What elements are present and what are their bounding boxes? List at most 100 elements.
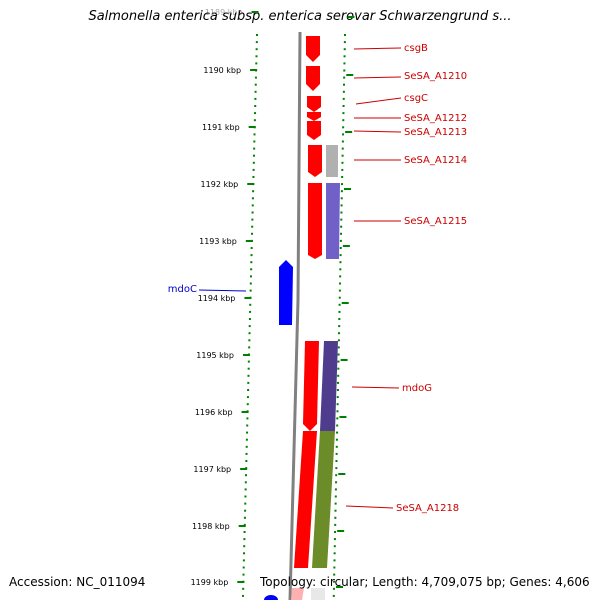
gene-label-line (355, 97, 402, 105)
tick-dot (249, 303, 252, 306)
major-tick (241, 411, 249, 413)
tick-dot (245, 452, 248, 455)
major-tick (240, 468, 248, 470)
gene-arrow-csgb[interactable] (306, 36, 320, 62)
tick-dot (333, 552, 336, 555)
gene-label-sesa-a1212[interactable]: SeSA_A1212 (404, 113, 467, 124)
gene-arrow-sesa-a1214[interactable] (308, 145, 322, 177)
scale-label: 1194 kbp (198, 294, 236, 303)
gene-arrow-sesa-a1218[interactable] (294, 431, 317, 568)
tick-dot (251, 211, 254, 214)
tick-dot (343, 62, 346, 65)
scale-ticks-right (332, 16, 355, 597)
tick-dot (244, 509, 247, 512)
major-tick (248, 126, 256, 128)
tick-dot (338, 303, 341, 306)
gene-label-csgb[interactable]: csgB (404, 43, 428, 54)
gene-label-sesa-a1210[interactable]: SeSA_A1210 (404, 71, 467, 82)
gene-arrow-csgc[interactable] (307, 96, 321, 112)
tick-dot (339, 247, 342, 249)
tick-dot (243, 516, 246, 519)
tick-dot (338, 296, 341, 299)
tick-dot (247, 381, 250, 384)
tick-dot (333, 538, 336, 541)
major-tick (244, 297, 252, 299)
scale-label: 1197 kbp (193, 465, 231, 474)
gene-arrow-sesa-a1215[interactable] (308, 183, 322, 259)
major-tick (336, 586, 344, 588)
gene-label-mdoc[interactable]: mdoC (168, 284, 197, 295)
tick-dot (250, 268, 253, 271)
tick-dot (243, 531, 246, 533)
tick-dot (337, 353, 340, 356)
gene-label-line (353, 76, 402, 79)
tick-dot (332, 594, 335, 597)
cog-bar (326, 183, 340, 259)
tick-dot (342, 119, 345, 122)
tick-dot (248, 318, 251, 320)
tick-dot (252, 154, 255, 157)
scale-label: 1199 kbp (191, 578, 229, 587)
major-tick (340, 359, 348, 361)
tick-dot (243, 523, 246, 526)
tick-dot (250, 254, 253, 257)
gene-label-mdog[interactable]: mdoG (402, 383, 432, 394)
major-tick (347, 16, 355, 18)
tick-dot (343, 69, 346, 72)
major-tick (251, 11, 259, 13)
tick-dot (334, 523, 337, 526)
tick-dot (336, 417, 339, 420)
gene-arrow-mdog[interactable] (303, 341, 319, 431)
gene-arrow-sesa-a1210[interactable] (306, 66, 320, 91)
gene-label-sesa-a1214[interactable]: SeSA_A1214 (404, 155, 467, 166)
tick-dot (341, 147, 344, 150)
tick-dot (335, 474, 338, 477)
scale-ticks-left (237, 11, 259, 597)
gene-arrow-sesa-a1213[interactable] (307, 121, 321, 140)
tick-dot (341, 154, 344, 157)
cog-bar (326, 145, 338, 177)
accession-label: Accession: NC_011094 (9, 575, 146, 589)
gene-label-line (351, 386, 400, 389)
tick-dot (252, 176, 255, 178)
major-tick (341, 302, 349, 304)
tick-dot (252, 161, 255, 164)
tick-dot (251, 197, 254, 200)
gene-arrow-sesa-a1212[interactable] (307, 112, 321, 121)
gene-labels: csgB SeSA_A1210 csgC SeSA_A1212 SeSA_A1213 Se… (168, 43, 467, 514)
scale-label: 1195 kbp (196, 351, 234, 360)
tick-dot (333, 559, 336, 562)
tick-dot (340, 204, 343, 207)
tick-dot (248, 339, 251, 342)
scale-label: 1193 kbp (199, 237, 237, 246)
cog-bar (312, 431, 335, 568)
tick-dot (341, 168, 344, 171)
tick-dot (251, 218, 254, 221)
genome-info-label: Topology: circular; Length: 4,709,075 bp… (260, 575, 590, 589)
gene-label-sesa-a1218[interactable]: SeSA_A1218 (396, 503, 459, 514)
tick-dot (249, 275, 252, 278)
tick-dot (336, 403, 339, 406)
gene-shapes (264, 36, 325, 600)
gene-arrow-mdoc[interactable] (279, 260, 293, 325)
tick-dot (338, 318, 341, 320)
tick-dot (242, 566, 245, 569)
major-tick (250, 69, 258, 71)
tick-dot (256, 34, 258, 36)
tick-dot (333, 545, 336, 548)
tick-dot (253, 119, 256, 122)
tick-dot (245, 460, 248, 462)
cog-bar-partial (311, 588, 325, 600)
tick-dot (243, 552, 246, 555)
tick-dot (243, 545, 246, 548)
tick-dot (246, 417, 249, 420)
gene-label-csgc[interactable]: csgC (404, 93, 428, 104)
tick-dot (246, 424, 249, 427)
tick-dot (339, 239, 342, 242)
tick-dot (241, 594, 244, 597)
tick-dot (336, 396, 339, 399)
tick-dot (255, 41, 258, 44)
gene-label-sesa-a1213[interactable]: SeSA_A1213 (404, 127, 467, 138)
gene-label-sesa-a1215[interactable]: SeSA_A1215 (404, 216, 467, 227)
